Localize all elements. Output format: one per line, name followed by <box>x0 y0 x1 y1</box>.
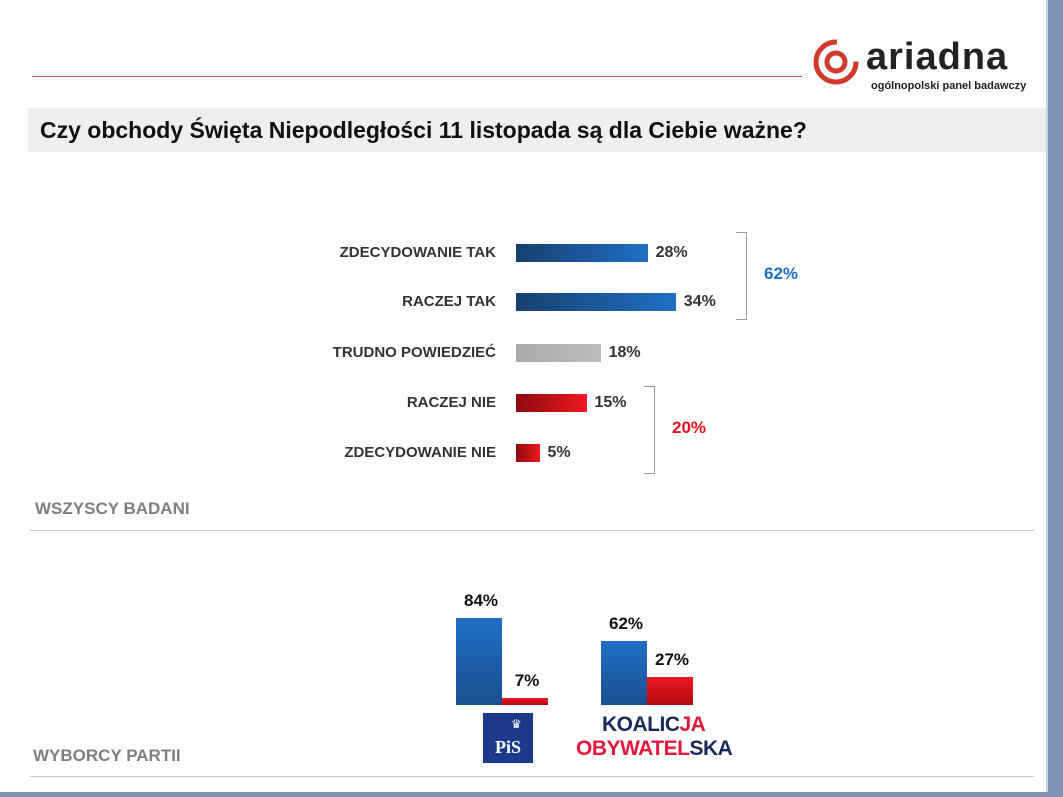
window-frame-bottom <box>0 792 1063 797</box>
ko-logo-text: OBYWATEL <box>576 737 690 760</box>
ko-logo-text: SKA <box>689 737 733 760</box>
ko-logo-text: KOALIC <box>602 713 680 736</box>
page-title: Czy obchody Święta Niepodległości 11 lis… <box>40 117 807 143</box>
header-rule <box>32 76 802 77</box>
category-label: RACZEJ TAK <box>402 293 496 310</box>
data-label: 15% <box>594 394 627 411</box>
bar <box>516 244 648 262</box>
data-label: 18% <box>608 344 641 361</box>
category-label: ZDECYDOWANIE NIE <box>344 444 496 461</box>
bar <box>456 617 502 705</box>
data-label: 28% <box>655 244 688 261</box>
category-label: RACZEJ NIE <box>406 394 496 411</box>
bar <box>516 344 601 362</box>
data-label: 7% <box>514 670 540 690</box>
crown-icon: ♛ <box>511 717 522 731</box>
bar <box>516 394 587 412</box>
bar <box>601 640 647 705</box>
pis-logo: PiS ♛ <box>483 713 533 763</box>
ko-logo-text: JA <box>679 713 706 736</box>
data-label: 84% <box>463 590 499 610</box>
brace-no <box>644 386 655 474</box>
divider <box>30 530 1034 531</box>
pis-logo-text: PiS <box>494 737 521 757</box>
group-label-yes: 62% <box>764 264 799 283</box>
category-label: ZDECYDOWANIE TAK <box>339 244 496 261</box>
bar <box>647 676 693 705</box>
divider <box>30 776 1034 777</box>
ko-logo: KOALICJA OBYWATELSKA <box>576 713 733 761</box>
ariadna-logo-icon <box>812 38 862 91</box>
window-frame-right <box>1046 0 1063 797</box>
section-label-all: WSZYSCY BADANI <box>35 499 190 518</box>
data-label: 5% <box>547 444 571 461</box>
logo-text: ariadna <box>866 36 1009 78</box>
bar <box>516 293 676 311</box>
logo-tagline: ogólnopolski panel badawczy <box>871 80 1027 92</box>
data-label: 34% <box>683 293 716 310</box>
bar <box>516 444 540 462</box>
brace-yes <box>736 232 747 320</box>
bar <box>502 697 548 705</box>
category-label: TRUDNO POWIEDZIEĆ <box>332 344 496 361</box>
section-label-parties: WYBORCY PARTII <box>33 746 181 765</box>
data-label: 62% <box>608 613 644 633</box>
data-label: 27% <box>654 649 690 669</box>
group-label-no: 20% <box>672 418 707 437</box>
title-band <box>28 108 1046 152</box>
